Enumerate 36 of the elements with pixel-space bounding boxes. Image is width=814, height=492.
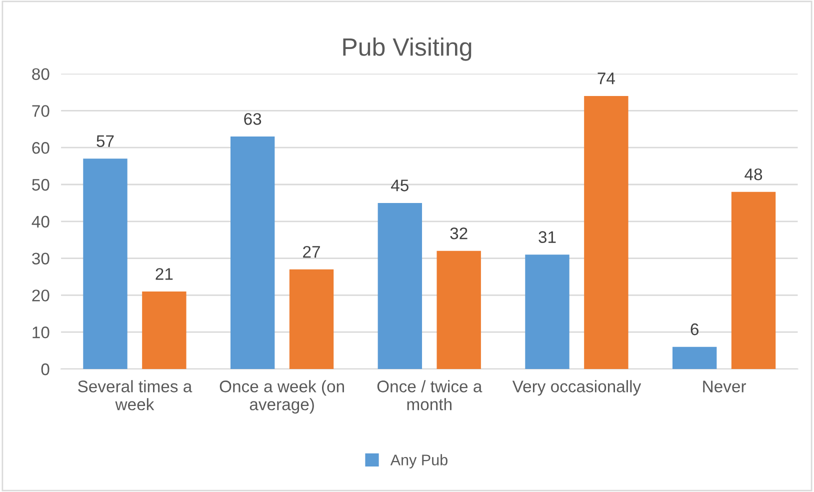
bar: [142, 292, 186, 369]
bar: [378, 202, 422, 369]
bar: [584, 96, 628, 369]
data-label: 21: [156, 268, 173, 280]
y-tick-label: 80: [32, 68, 50, 80]
data-label: 48: [744, 168, 762, 180]
y-tick-label: 60: [32, 142, 50, 154]
legend-label: Any Pub: [390, 454, 448, 468]
y-tick-label: 10: [32, 326, 50, 338]
bar: [436, 250, 481, 369]
bar: [230, 136, 275, 369]
data-label: 45: [391, 180, 408, 192]
data-label: 74: [598, 72, 615, 84]
chart-title: Pub Visiting: [343, 38, 472, 61]
bar: [83, 158, 128, 369]
y-tick-label: 0: [41, 363, 50, 376]
bar: [289, 269, 334, 369]
data-label: 32: [450, 227, 468, 240]
data-label: 63: [244, 113, 262, 125]
x-tick-label: Several times a week: [78, 380, 192, 410]
y-tick-label: 70: [32, 105, 50, 117]
data-label: 6: [690, 323, 698, 336]
x-tick-label: Very occasionally: [512, 380, 642, 396]
bar: [672, 346, 717, 369]
x-tick-label: Never: [703, 380, 746, 392]
x-tick-label: Once a week (on average): [220, 380, 344, 414]
y-tick-label: 40: [32, 216, 50, 228]
y-tick-label: 20: [32, 290, 50, 302]
data-label: 27: [303, 246, 320, 258]
y-tick-label: 30: [32, 252, 50, 265]
bar: [525, 254, 570, 369]
data-label: 31: [538, 231, 556, 243]
y-tick-label: 50: [32, 178, 50, 191]
x-tick-label: Once / twice a month: [377, 380, 482, 410]
data-label: 57: [96, 135, 114, 148]
bar: [731, 192, 776, 369]
